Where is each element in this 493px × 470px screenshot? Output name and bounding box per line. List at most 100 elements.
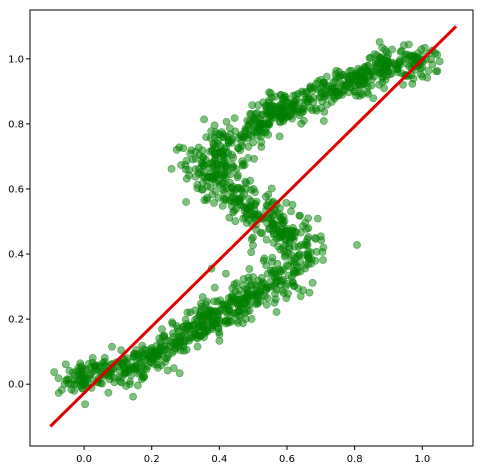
scatter-point <box>304 214 313 223</box>
scatter-point <box>293 252 302 261</box>
scatter-point <box>295 211 304 220</box>
scatter-point <box>77 374 86 383</box>
scatter-point <box>221 269 230 278</box>
scatter-point <box>279 219 287 227</box>
scatter-point <box>219 194 228 203</box>
scatter-point <box>213 160 222 169</box>
plot-area-frame <box>29 9 474 447</box>
scatter-point <box>124 367 133 376</box>
scatter-point <box>278 95 287 104</box>
scatter-point <box>174 343 183 352</box>
scatter-point <box>233 184 242 192</box>
scatter-point <box>80 380 89 389</box>
scatter-point <box>210 283 219 292</box>
scatter-point <box>200 115 208 124</box>
scatter-point <box>283 279 292 288</box>
scatter-point <box>250 154 258 163</box>
scatter-point <box>50 368 58 376</box>
scatter-point <box>312 104 320 113</box>
scatter-point <box>308 278 317 287</box>
scatter-point <box>224 306 233 315</box>
y-tick-label: 0.4 <box>8 250 24 261</box>
scatter-point <box>432 67 440 76</box>
scatter-point <box>202 133 211 141</box>
scatter-point <box>257 143 266 151</box>
scatter-point <box>204 173 213 182</box>
scatter-point <box>208 190 217 199</box>
scatter-point <box>222 117 231 126</box>
scatter-point <box>212 152 221 161</box>
scatter-point <box>92 362 101 370</box>
scatter-point <box>230 206 239 215</box>
scatter-layer <box>50 38 444 409</box>
scatter-point <box>210 307 219 316</box>
y-tick-label: 0.6 <box>8 184 24 195</box>
scatter-point <box>252 197 261 206</box>
scatter-point <box>242 210 251 219</box>
scatter-point <box>286 235 294 244</box>
scatter-point <box>275 102 284 110</box>
scatter-point <box>227 196 236 205</box>
scatter-point <box>224 137 233 146</box>
scatter-point <box>330 84 339 93</box>
scatter-point <box>240 189 249 198</box>
scatter-point <box>237 296 245 304</box>
scatter-point <box>417 45 426 54</box>
scatter-point <box>260 254 269 263</box>
scatter-point <box>233 319 242 327</box>
scatter-point <box>227 188 236 197</box>
scatter-point <box>276 245 285 254</box>
scatter-point <box>202 195 211 204</box>
scatter-point <box>210 199 218 207</box>
scatter-point <box>294 242 303 251</box>
scatter-point <box>177 332 186 341</box>
scatter-point <box>203 327 212 336</box>
scatter-point <box>63 375 72 384</box>
scatter-point <box>354 64 363 73</box>
y-tick-label: 0.2 <box>8 315 24 326</box>
scatter-point <box>219 133 228 141</box>
scatter-point <box>287 273 296 281</box>
scatter-point <box>385 70 394 79</box>
scatter-point <box>303 250 312 259</box>
scatter-point <box>346 79 355 88</box>
x-tick-label: 0.2 <box>144 454 160 465</box>
scatter-point <box>238 133 247 141</box>
scatter-point <box>231 217 240 226</box>
scatter-point <box>311 256 320 265</box>
scatter-point <box>275 132 284 141</box>
scatter-point <box>98 379 106 388</box>
scatter-point <box>253 298 262 307</box>
scatter-point <box>249 122 258 131</box>
scatter-point <box>399 80 407 89</box>
scatter-point <box>248 101 256 109</box>
scatter-point <box>233 308 242 317</box>
scatter-point <box>217 147 226 155</box>
scatter-point <box>249 185 258 193</box>
scatter-point <box>320 108 329 116</box>
x-axis: 0.0 0.2 0.4 0.6 0.8 1.0 <box>76 446 430 465</box>
scatter-point <box>399 41 408 50</box>
scatter-point <box>272 221 281 230</box>
scatter-point <box>282 198 291 207</box>
scatter-point <box>435 57 444 66</box>
scatter-point <box>175 369 184 378</box>
scatter-point <box>264 198 273 207</box>
scatter-point <box>305 95 314 104</box>
scatter-point <box>81 400 89 409</box>
scatter-point <box>319 78 328 87</box>
scatter-point <box>204 308 213 317</box>
scatter-point <box>299 286 307 295</box>
scatter-point <box>160 331 169 340</box>
scatter-point <box>100 357 109 366</box>
scatter-point <box>140 364 149 373</box>
scatter-point <box>236 146 245 155</box>
scatter-point <box>270 298 279 307</box>
scatter-point <box>142 346 150 355</box>
scatter-point <box>231 127 240 136</box>
scatter-point <box>260 120 269 129</box>
scatter-point <box>197 320 206 329</box>
scatter-point <box>225 213 234 222</box>
scatter-point <box>70 386 79 395</box>
scatter-point <box>185 171 194 180</box>
